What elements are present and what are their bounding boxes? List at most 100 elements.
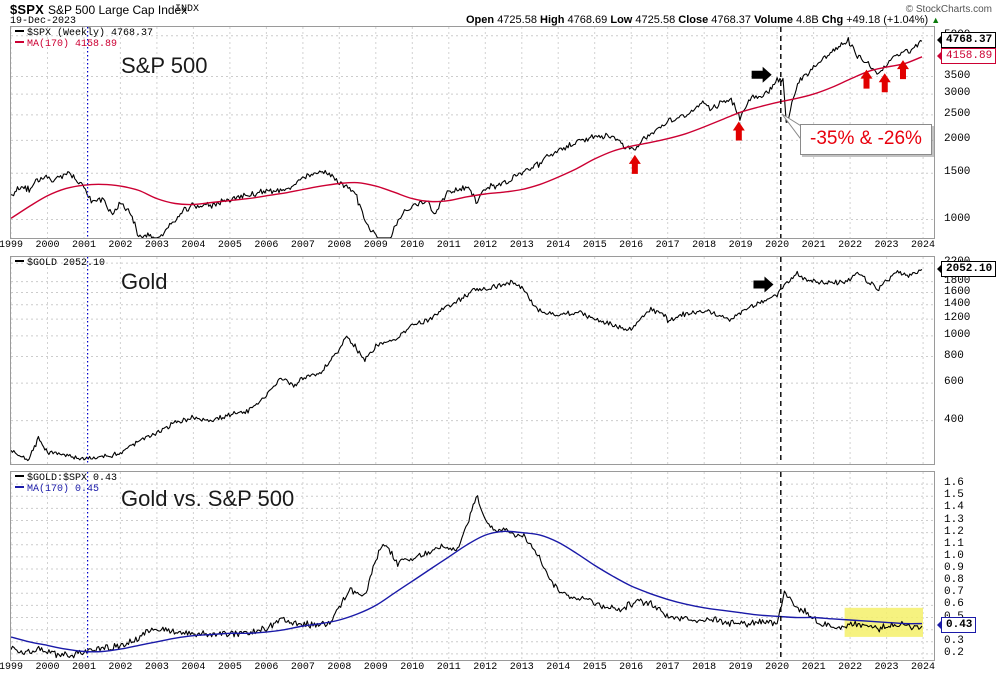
x-axis-tick-2023: 2023	[874, 240, 899, 251]
y-axis-tick-1800: 1800	[944, 274, 971, 287]
close-value: 4768.37	[711, 14, 752, 26]
panel-gold[interactable]: $GOLD 2052.10 Gold	[10, 256, 935, 465]
price-flag-ratio-close: 0.43	[936, 617, 977, 634]
x-axis-tick-2001: 2001	[71, 662, 96, 673]
y-axis-tick-2000: 2000	[944, 133, 971, 146]
x-axis-tick-2004: 2004	[181, 662, 206, 673]
x-axis-tick-1999: 1999	[0, 240, 24, 251]
x-axis-tick-2013: 2013	[509, 240, 534, 251]
x-axis-tick-2014: 2014	[546, 240, 571, 251]
line-swatch-blue-icon	[15, 486, 24, 488]
x-axis-tick-2009: 2009	[363, 662, 388, 673]
x-axis-tick-2011: 2011	[436, 662, 461, 673]
x-axis-tick-2016: 2016	[619, 662, 644, 673]
line-swatch-icon	[15, 260, 24, 262]
y-axis-tick-400: 400	[944, 413, 964, 426]
x-axis-tick-2018: 2018	[692, 662, 717, 673]
x-axis-tick-2001: 2001	[71, 240, 96, 251]
plot-area-gold[interactable]	[11, 257, 934, 464]
line-swatch-icon	[15, 475, 24, 477]
x-axis-tick-2003: 2003	[144, 662, 169, 673]
legend-gold: $GOLD 2052.10	[15, 258, 105, 269]
price-flag-spx-ma: 4158.89	[936, 47, 997, 64]
x-axis-tick-2012: 2012	[473, 662, 498, 673]
y-axis-tick-1.6: 1.6	[944, 477, 964, 490]
x-axis-tick-2018: 2018	[692, 240, 717, 251]
x-axis-tick-2014: 2014	[546, 662, 571, 673]
x-axis-tick-2022: 2022	[838, 240, 863, 251]
y-axis-tick-1000: 1000	[944, 328, 971, 341]
y-axis-tick-0.2: 0.2	[944, 646, 964, 659]
x-axis-tick-2021: 2021	[801, 240, 826, 251]
x-axis-bottom: 1999 2000 2001 2002 2003 2004 2005 2006 2007 2008…	[0, 662, 936, 678]
x-axis-tick-2017: 2017	[655, 662, 680, 673]
y-axis-gold: 400600800100012001400160018002200	[938, 256, 998, 465]
low-value: 4725.58	[635, 14, 676, 26]
quote-date: 19-Dec-2023	[10, 16, 77, 27]
x-axis-top: 1999 2000 2001 2002 2003 2004 2005 2006 2007 2008…	[0, 240, 936, 256]
y-axis-tick-3000: 3000	[944, 87, 971, 100]
annotation-callout-drawdown: -35% & -26%	[800, 124, 932, 155]
y-axis-tick-1.2: 1.2	[944, 525, 964, 538]
x-axis-tick-2024: 2024	[911, 662, 936, 673]
plot-area-spx[interactable]	[11, 27, 934, 238]
high-label: High	[540, 14, 565, 26]
y-axis-tick-1.3: 1.3	[944, 513, 964, 526]
y-axis-tick-1.4: 1.4	[944, 501, 964, 514]
x-axis-tick-2005: 2005	[217, 662, 242, 673]
x-axis-tick-2000: 2000	[35, 662, 60, 673]
close-label: Close	[678, 14, 709, 26]
volume-label: Volume	[754, 14, 794, 26]
y-axis-tick-0.8: 0.8	[944, 574, 964, 587]
price-flag-spx-close: 4768.37	[936, 32, 997, 49]
x-axis-tick-2022: 2022	[838, 662, 863, 673]
y-axis-tick-600: 600	[944, 376, 964, 389]
x-axis-tick-2011: 2011	[436, 240, 461, 251]
y-axis-tick-1200: 1200	[944, 312, 971, 325]
x-axis-tick-2007: 2007	[290, 240, 315, 251]
x-axis-tick-2007: 2007	[290, 662, 315, 673]
volume-value: 4.8B	[796, 14, 819, 26]
x-axis-tick-2021: 2021	[801, 662, 826, 673]
x-axis-tick-2005: 2005	[217, 240, 242, 251]
y-axis-tick-800: 800	[944, 349, 964, 362]
plot-area-ratio[interactable]	[11, 472, 934, 660]
legend-row-ratio-ma: MA(170) 0.45	[15, 484, 117, 495]
panel-title-spx: S&P 500	[121, 53, 208, 78]
ohlc-quote-bar: Open 4725.58 High 4768.69 Low 4725.58 Cl…	[466, 14, 940, 26]
y-axis-tick-1.5: 1.5	[944, 489, 964, 502]
x-axis-tick-2024: 2024	[911, 240, 936, 251]
x-axis-tick-2020: 2020	[765, 662, 790, 673]
x-axis-tick-2000: 2000	[35, 240, 60, 251]
x-axis-tick-2019: 2019	[728, 240, 753, 251]
open-value: 4725.58	[497, 14, 537, 26]
y-axis-tick-1: 1.0	[944, 549, 964, 562]
x-axis-tick-2002: 2002	[108, 662, 133, 673]
legend-row-gold: $GOLD 2052.10	[15, 258, 105, 269]
x-axis-tick-2006: 2006	[254, 662, 279, 673]
y-axis-tick-1000: 1000	[944, 212, 971, 225]
x-axis-tick-2006: 2006	[254, 240, 279, 251]
x-axis-tick-2012: 2012	[473, 240, 498, 251]
y-axis-tick-1600: 1600	[944, 285, 971, 298]
x-axis-tick-1999: 1999	[0, 662, 24, 673]
open-label: Open	[466, 14, 495, 26]
x-axis-tick-2010: 2010	[400, 662, 425, 673]
y-axis-tick-1.1: 1.1	[944, 537, 964, 550]
x-axis-tick-2010: 2010	[400, 240, 425, 251]
x-axis-tick-2002: 2002	[108, 240, 133, 251]
chg-label: Chg	[821, 14, 844, 26]
x-axis-tick-2009: 2009	[363, 240, 388, 251]
legend-row-spx-price: $SPX (Weekly) 4768.37	[15, 28, 153, 39]
y-axis-tick-3500: 3500	[944, 69, 971, 82]
chart-header: $SPX S&P 500 Large Cap Index INDX 19-Dec…	[0, 0, 1000, 27]
panel-title-gold: Gold	[121, 269, 168, 294]
x-axis-tick-2008: 2008	[327, 662, 352, 673]
symbol-name: S&P 500 Large Cap Index	[48, 3, 188, 17]
y-axis-tick-1500: 1500	[944, 166, 971, 179]
panel-ratio[interactable]: $GOLD:$SPX 0.43 MA(170) 0.45 Gold vs. S&…	[10, 471, 935, 661]
legend-row-ratio: $GOLD:$SPX 0.43	[15, 473, 117, 484]
x-axis-tick-2008: 2008	[327, 240, 352, 251]
x-axis-tick-2015: 2015	[582, 240, 607, 251]
panel-spx[interactable]: $SPX (Weekly) 4768.37 MA(170) 4158.89 S&…	[10, 26, 935, 239]
